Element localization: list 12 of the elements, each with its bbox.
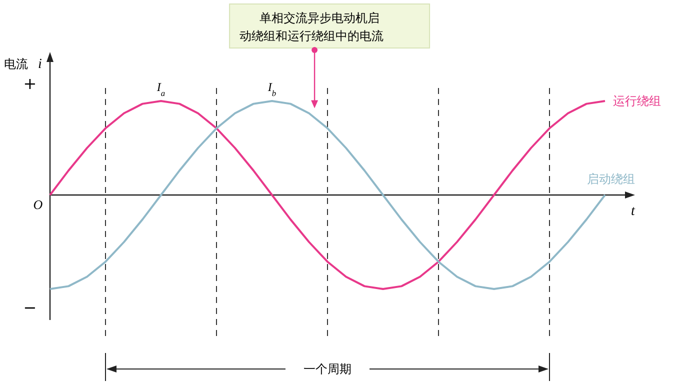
y-axis-title: i [38, 57, 42, 72]
text: I$_{a}$ [156, 80, 166, 98]
text: 一个周期 [304, 362, 352, 376]
text: I$_{b}$ [266, 80, 276, 98]
text: 电流 [4, 57, 28, 71]
text: + [23, 74, 37, 93]
text: O [33, 197, 44, 212]
series-label: 启动绕组 [587, 172, 635, 186]
text: 单相交流异步电动机启动绕组和运行绕组中的电流 [240, 11, 384, 43]
x-axis-title: t [631, 204, 636, 219]
series-label: 运行绕组 [613, 94, 661, 108]
text: − [23, 298, 37, 317]
